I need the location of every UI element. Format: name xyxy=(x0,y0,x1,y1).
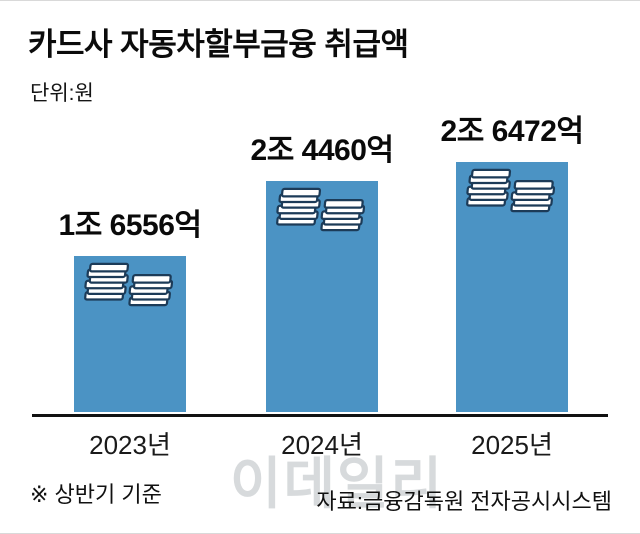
bar-group-2025: 2조 6472억 xyxy=(441,106,584,412)
bar xyxy=(74,256,186,412)
bar-group-2023: 1조 6556억 xyxy=(59,200,202,412)
x-axis-label-2024: 2024년 xyxy=(281,430,363,460)
x-axis-line xyxy=(32,414,608,417)
money-stacks-icon xyxy=(274,187,370,247)
x-axis-label-2023: 2023년 xyxy=(89,430,171,460)
bar xyxy=(266,181,378,412)
value-label: 2조 6472억 xyxy=(440,115,584,148)
source-credit: 자료:금융감독원 전자공시시스템 xyxy=(316,489,612,514)
unit-label: 단위:원 xyxy=(30,82,94,105)
bar xyxy=(456,162,568,412)
value-label: 2조 4460억 xyxy=(250,134,394,167)
footnote: ※ 상반기 기준 xyxy=(30,482,162,507)
x-axis-label-2025: 2025년 xyxy=(471,430,553,460)
value-label: 1조 6556억 xyxy=(58,209,202,242)
money-stacks-icon xyxy=(464,168,560,228)
chart-title: 카드사 자동차할부금융 취급액 xyxy=(28,27,409,62)
bar-group-2024: 2조 4460억 xyxy=(251,125,394,412)
money-stacks-icon xyxy=(82,262,178,322)
watermark: 이데일리 xyxy=(230,452,445,515)
